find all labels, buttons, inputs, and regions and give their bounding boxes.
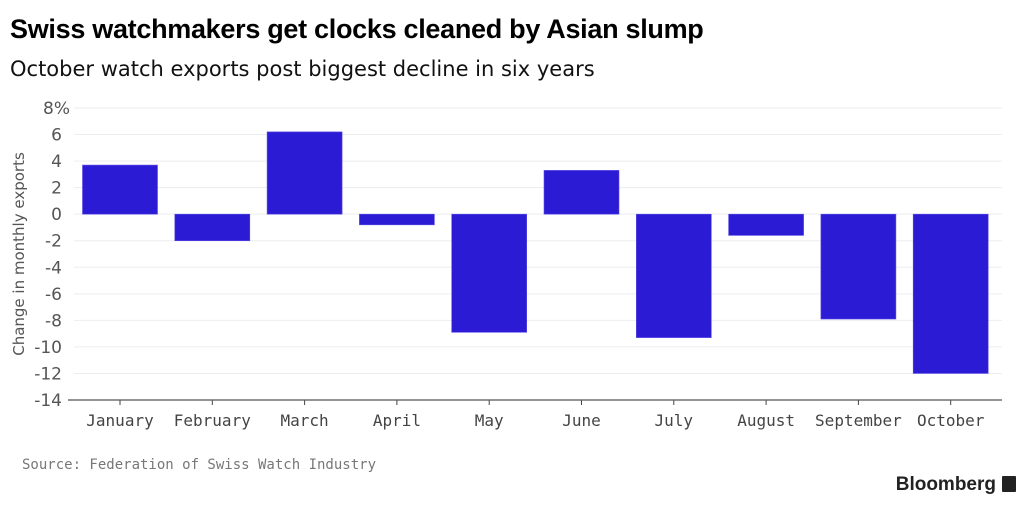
source-note: Source: Federation of Swiss Watch Indust…: [22, 457, 377, 473]
y-tick-label: -4: [45, 258, 62, 278]
bar-may: [451, 213, 528, 333]
x-tick-label: June: [562, 411, 601, 430]
x-tick-label: October: [917, 411, 985, 430]
bloomberg-logo-icon: [1002, 476, 1016, 492]
y-tick-label: 8%: [43, 99, 70, 119]
y-tick-label: -12: [34, 364, 62, 384]
bar-february: [174, 213, 251, 242]
chart-subtitle: October watch exports post biggest decli…: [10, 57, 595, 81]
x-tick-label: July: [655, 411, 694, 430]
bar-april: [359, 213, 435, 226]
y-tick-label: -14: [34, 391, 62, 411]
bar-july: [635, 213, 712, 338]
y-tick-label: -8: [45, 311, 62, 331]
x-tick-label: April: [373, 411, 421, 430]
x-tick-label: January: [86, 411, 154, 430]
bar-august: [728, 213, 804, 236]
y-tick-label: 0: [51, 205, 62, 225]
y-tick-label: 6: [51, 126, 62, 146]
y-tick-label: -2: [45, 232, 62, 252]
y-tick-label: -6: [45, 285, 62, 305]
y-tick-label: -10: [34, 338, 62, 358]
bar-january: [82, 164, 158, 215]
y-axis-label: Change in monthly exports: [10, 152, 28, 356]
bloomberg-logo: Bloomberg: [895, 474, 996, 495]
y-tick-label: 2: [51, 179, 62, 199]
y-tick-label: 4: [51, 152, 62, 172]
x-tick-label: September: [815, 411, 902, 430]
x-tick-label: March: [281, 411, 329, 430]
bar-june: [543, 170, 620, 215]
chart-title: Swiss watchmakers get clocks cleaned by …: [10, 14, 704, 44]
x-tick-label: February: [174, 411, 251, 430]
x-tick-label: August: [737, 411, 795, 430]
bar-march: [266, 131, 343, 215]
x-tick-label: May: [475, 411, 504, 430]
bar-october: [912, 213, 989, 374]
bar-september: [820, 213, 897, 320]
